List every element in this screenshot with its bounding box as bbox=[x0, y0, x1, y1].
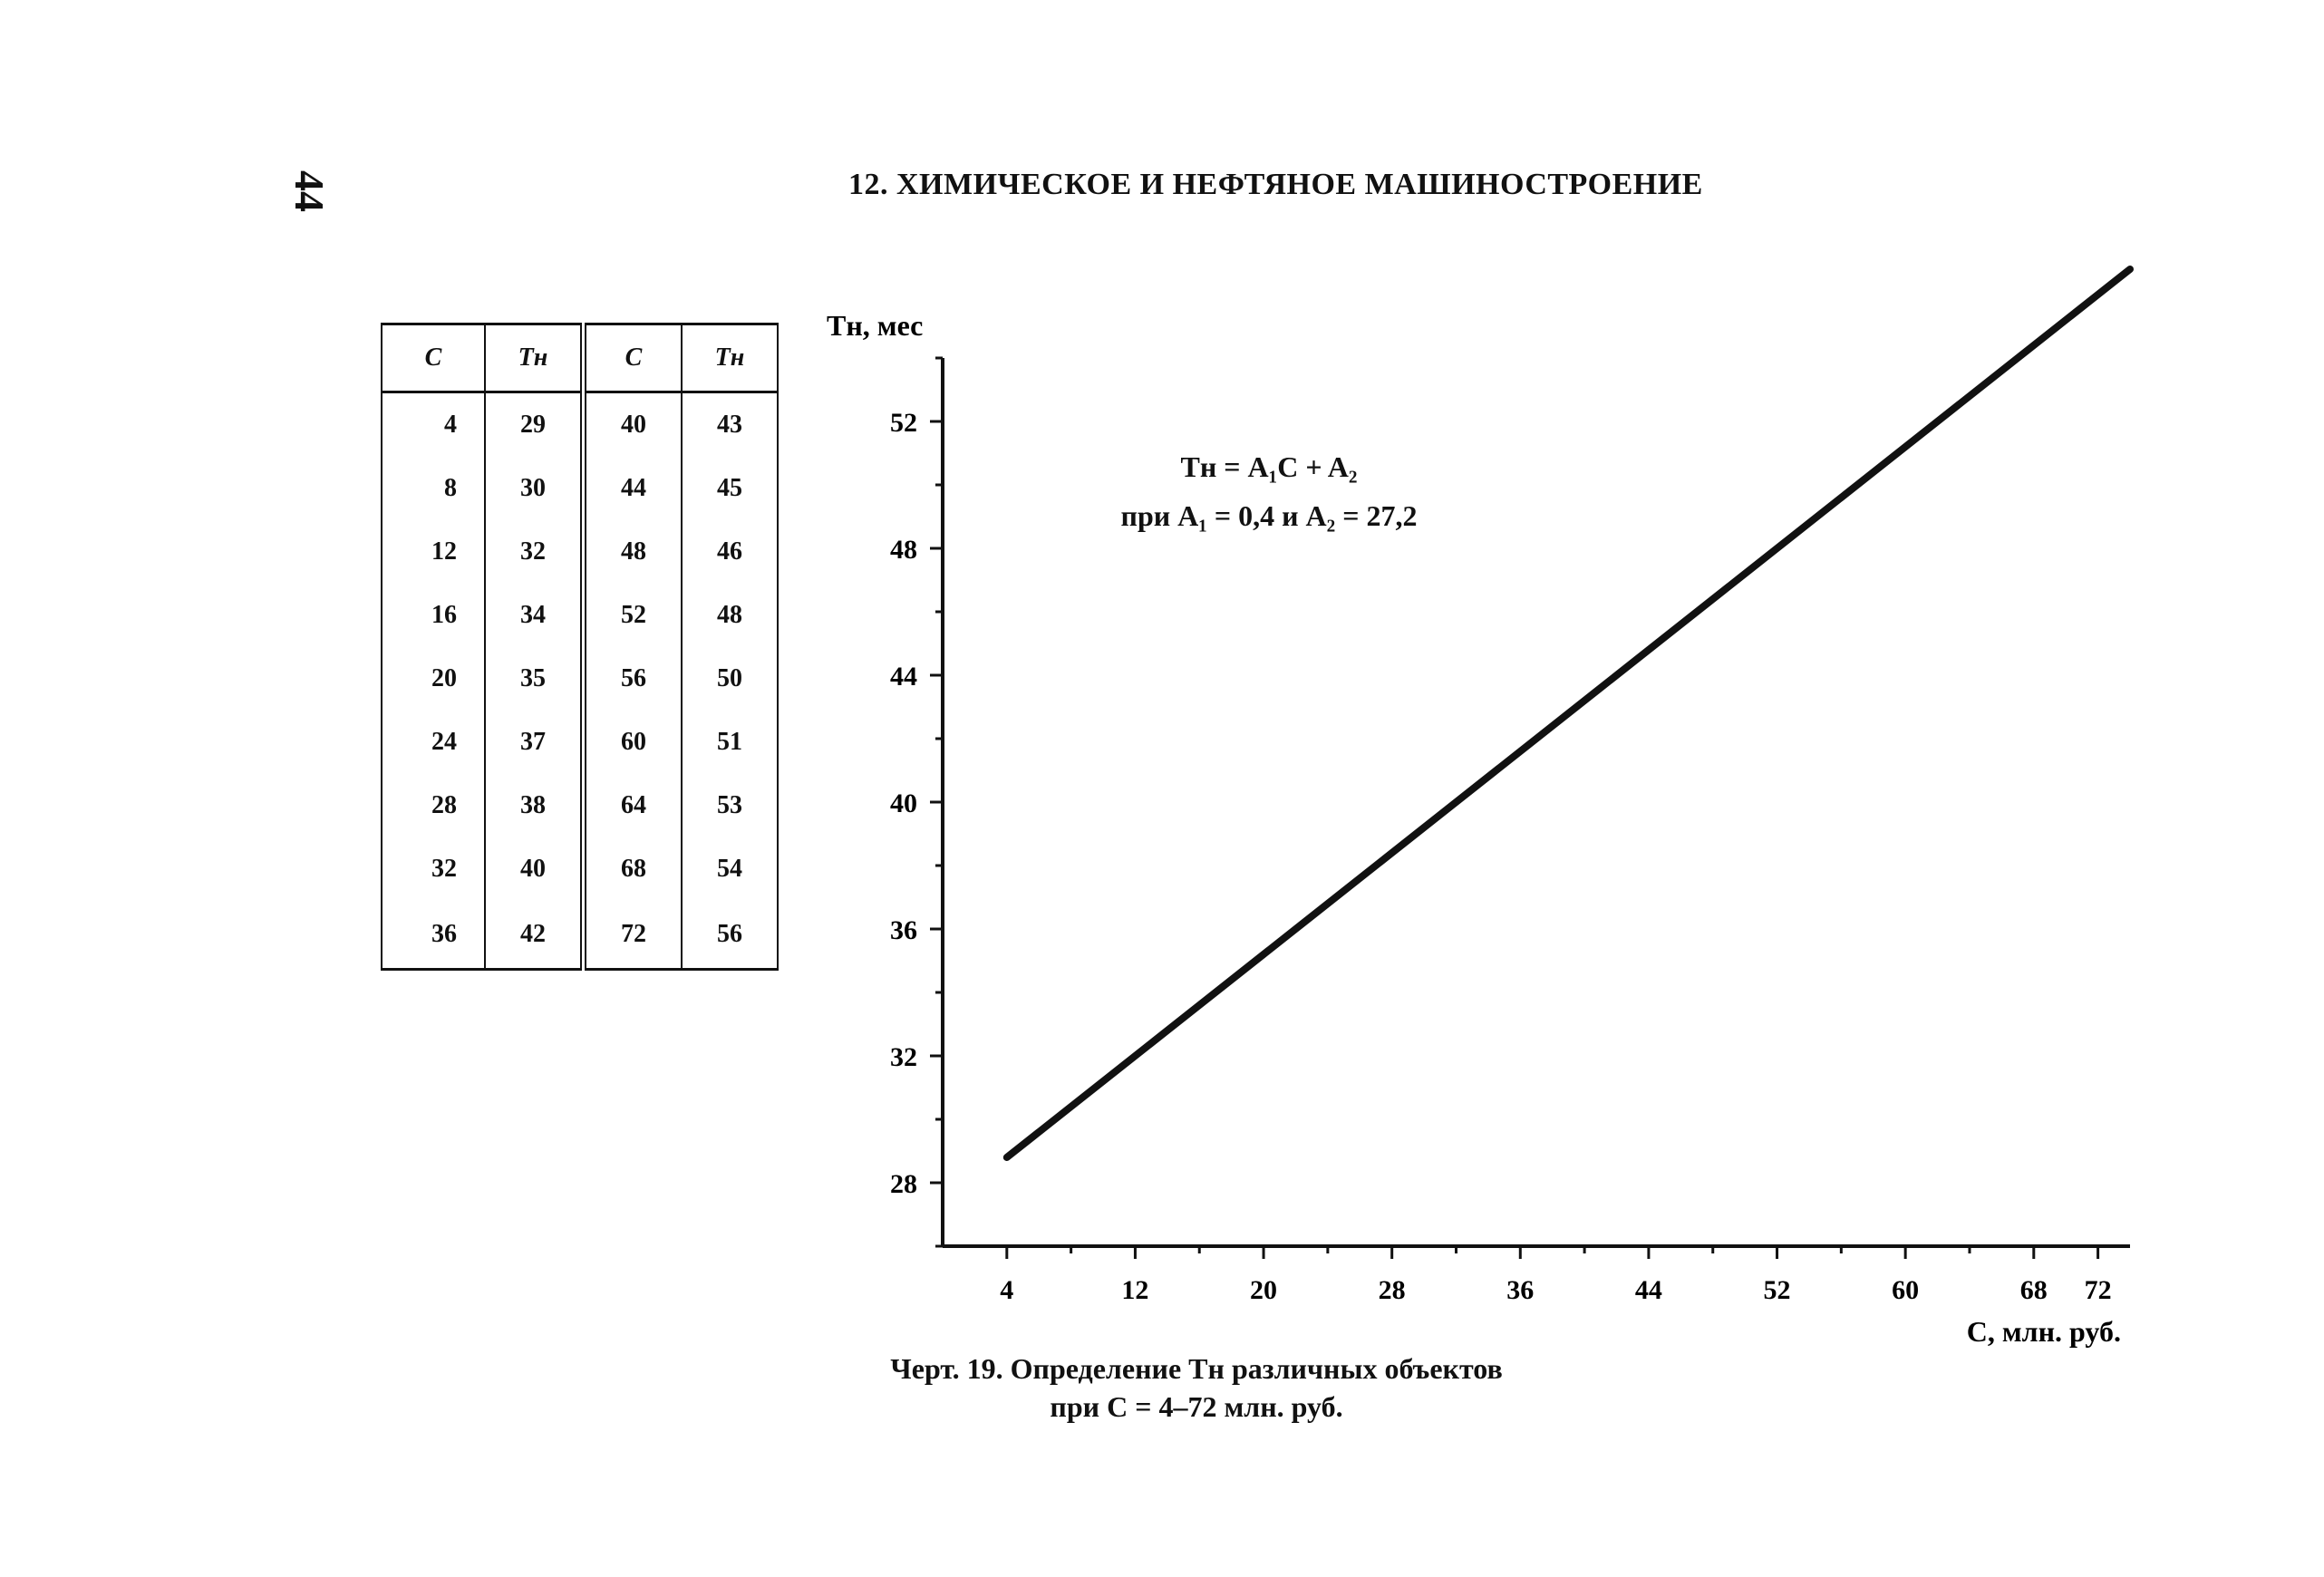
y-tick-label: 52 bbox=[890, 408, 917, 438]
table-header-c1: C bbox=[381, 323, 486, 393]
table-body: 4 29 40 43 8 30 44 45 12 32 48 46 16 34 52 48 20 35 56 50 24… bbox=[381, 392, 779, 971]
caption-line-1: Черт. 19. Определение Tн различных объек… bbox=[890, 1352, 1503, 1385]
table-cell: 40 bbox=[484, 837, 586, 901]
table-cell: 64 bbox=[582, 774, 683, 837]
x-axis-label: C, млн. руб. bbox=[1967, 1315, 2121, 1348]
table-cell: 20 bbox=[381, 647, 486, 711]
table-cell: 32 bbox=[484, 520, 586, 584]
table-row: 28 38 64 53 bbox=[381, 774, 779, 837]
y-tick-label: 44 bbox=[890, 662, 917, 692]
table-cell: 29 bbox=[484, 392, 586, 457]
x-tick-label: 68 bbox=[2020, 1275, 2048, 1305]
chart-series bbox=[1002, 266, 2134, 1161]
x-tick-label: 4 bbox=[1000, 1275, 1013, 1305]
x-tick-label: 12 bbox=[1121, 1275, 1148, 1305]
table-cell: 54 bbox=[681, 837, 779, 901]
table-cell: 16 bbox=[381, 584, 486, 647]
section-header: 12. ХИМИЧЕСКОЕ И НЕФТЯНОЕ МАШИНОСТРОЕНИЕ bbox=[848, 168, 1703, 201]
table-cell: 53 bbox=[681, 774, 779, 837]
x-tick-label: 44 bbox=[1635, 1275, 1662, 1305]
table-cell: 42 bbox=[484, 901, 586, 971]
formula-line-2: при A₁ = 0,4 и A₂ = 27,2 bbox=[1120, 499, 1418, 533]
table-cell: 56 bbox=[681, 901, 779, 971]
figure-caption: Черт. 19. Определение Tн различных объек… bbox=[852, 1350, 1541, 1426]
table-cell: 72 bbox=[582, 901, 683, 971]
table-cell: 30 bbox=[484, 457, 586, 520]
table-row: 8 30 44 45 bbox=[381, 457, 779, 520]
y-tick-label: 28 bbox=[890, 1169, 917, 1199]
y-ticks: 28 32 36 40 44 48 52 bbox=[890, 356, 943, 1248]
x-tick-label: 36 bbox=[1506, 1275, 1534, 1305]
table-cell: 45 bbox=[681, 457, 779, 520]
table-cell: 44 bbox=[582, 457, 683, 520]
table-header-t1: Tн bbox=[484, 323, 586, 393]
x-tick-label: 72 bbox=[2085, 1275, 2112, 1305]
table-row: 20 35 56 50 bbox=[381, 647, 779, 711]
x-tick-label: 60 bbox=[1892, 1275, 1919, 1305]
table-cell: 46 bbox=[681, 520, 779, 584]
table-cell: 68 bbox=[582, 837, 683, 901]
series-line bbox=[1002, 266, 2134, 1161]
x-tick-label: 28 bbox=[1379, 1275, 1406, 1305]
table-cell: 32 bbox=[381, 837, 486, 901]
table-row: 12 32 48 46 bbox=[381, 520, 779, 584]
table-cell: 60 bbox=[582, 711, 683, 774]
y-tick-label: 48 bbox=[890, 535, 917, 565]
table-cell: 24 bbox=[381, 711, 486, 774]
formula: Tн = A₁C + A₂ при A₁ = 0,4 и A₂ = 27,2 bbox=[1033, 442, 1505, 541]
table-cell: 4 bbox=[381, 392, 486, 457]
table-header-c2: C bbox=[582, 323, 683, 393]
table-cell: 52 bbox=[582, 584, 683, 647]
table-cell: 28 bbox=[381, 774, 486, 837]
table-cell: 51 bbox=[681, 711, 779, 774]
table-cell: 12 bbox=[381, 520, 486, 584]
table-cell: 8 bbox=[381, 457, 486, 520]
table-cell: 37 bbox=[484, 711, 586, 774]
y-tick-label: 32 bbox=[890, 1042, 917, 1072]
table-cell: 36 bbox=[381, 901, 486, 971]
x-tick-label: 52 bbox=[1764, 1275, 1791, 1305]
x-ticks: 4 12 20 28 36 44 52 60 68 72 bbox=[1000, 1246, 2112, 1305]
table-cell: 38 bbox=[484, 774, 586, 837]
table-cell: 48 bbox=[681, 584, 779, 647]
table-row: 24 37 60 51 bbox=[381, 711, 779, 774]
y-tick-label: 36 bbox=[890, 915, 917, 945]
table-cell: 34 bbox=[484, 584, 586, 647]
table-cell: 43 bbox=[681, 392, 779, 457]
table-cell: 50 bbox=[681, 647, 779, 711]
table-row: 4 29 40 43 bbox=[381, 392, 779, 457]
table-row: 32 40 68 54 bbox=[381, 837, 779, 901]
table-row: 16 34 52 48 bbox=[381, 584, 779, 647]
table-cell: 35 bbox=[484, 647, 586, 711]
table-header-t2: Tн bbox=[681, 323, 779, 393]
table-header-row: C Tн C Tн bbox=[381, 323, 779, 393]
table-cell: 48 bbox=[582, 520, 683, 584]
x-tick-label: 20 bbox=[1250, 1275, 1277, 1305]
y-axis-label: Tн, мес bbox=[827, 309, 923, 342]
formula-line-1: Tн = A₁C + A₂ bbox=[1180, 450, 1358, 483]
data-table: C Tн C Tн 4 29 40 43 8 30 44 45 12 32 48 46 16 34 52 48… bbox=[381, 323, 779, 971]
caption-line-2: при C = 4–72 млн. руб. bbox=[1050, 1389, 1343, 1423]
y-tick-label: 40 bbox=[890, 788, 917, 818]
table-row: 36 42 72 56 bbox=[381, 901, 779, 971]
table-cell: 40 bbox=[582, 392, 683, 457]
table-cell: 56 bbox=[582, 647, 683, 711]
